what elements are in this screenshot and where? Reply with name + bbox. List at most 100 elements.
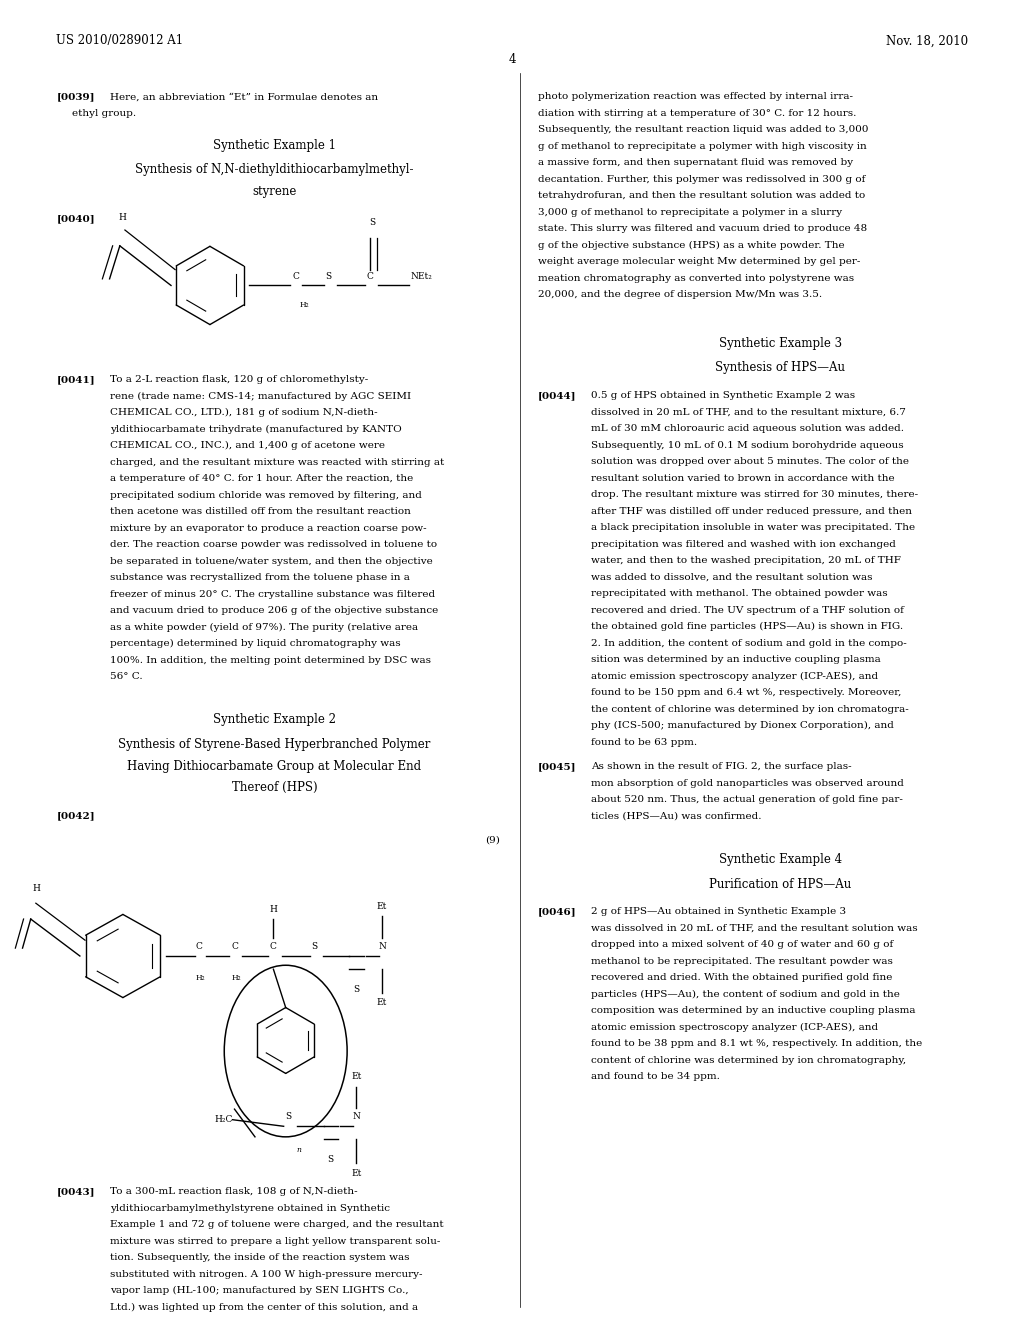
Text: a black precipitation insoluble in water was precipitated. The: a black precipitation insoluble in water… xyxy=(591,523,915,532)
Text: N: N xyxy=(352,1111,360,1121)
Text: S: S xyxy=(328,1155,334,1164)
Text: be separated in toluene/water system, and then the objective: be separated in toluene/water system, an… xyxy=(110,557,432,566)
Text: photo polymerization reaction was effected by internal irra-: photo polymerization reaction was effect… xyxy=(538,92,853,102)
Text: H₂: H₂ xyxy=(196,974,206,982)
Text: Synthesis of Styrene-Based Hyperbranched Polymer: Synthesis of Styrene-Based Hyperbranched… xyxy=(118,738,431,751)
Text: Et: Et xyxy=(377,902,387,911)
Text: after THF was distilled off under reduced pressure, and then: after THF was distilled off under reduce… xyxy=(591,507,911,516)
Text: n: n xyxy=(297,1146,301,1154)
Text: 3,000 g of methanol to reprecipitate a polymer in a slurry: 3,000 g of methanol to reprecipitate a p… xyxy=(538,207,842,216)
Text: Nov. 18, 2010: Nov. 18, 2010 xyxy=(886,34,968,48)
Text: 20,000, and the degree of dispersion Mw/Mn was 3.5.: 20,000, and the degree of dispersion Mw/… xyxy=(538,290,821,300)
Text: H: H xyxy=(269,904,278,913)
Text: Synthesis of N,N-diethyldithiocarbamylmethyl-: Synthesis of N,N-diethyldithiocarbamylme… xyxy=(135,164,414,177)
Text: Et: Et xyxy=(351,1072,361,1081)
Text: C: C xyxy=(270,941,276,950)
Text: methanol to be reprecipitated. The resultant powder was: methanol to be reprecipitated. The resul… xyxy=(591,957,893,966)
Text: dissolved in 20 mL of THF, and to the resultant mixture, 6.7: dissolved in 20 mL of THF, and to the re… xyxy=(591,408,905,417)
Text: C: C xyxy=(196,941,202,950)
Text: content of chlorine was determined by ion chromatography,: content of chlorine was determined by io… xyxy=(591,1056,906,1065)
Text: mixture by an evaporator to produce a reaction coarse pow-: mixture by an evaporator to produce a re… xyxy=(110,524,426,533)
Text: C: C xyxy=(231,941,238,950)
Text: [0046]: [0046] xyxy=(538,907,577,916)
Text: (9): (9) xyxy=(484,836,500,845)
Text: To a 2-L reaction flask, 120 g of chloromethylsty-: To a 2-L reaction flask, 120 g of chloro… xyxy=(110,375,368,384)
Text: water, and then to the washed precipitation, 20 mL of THF: water, and then to the washed precipitat… xyxy=(591,556,901,565)
Text: [0040]: [0040] xyxy=(56,214,95,223)
Text: Synthetic Example 1: Synthetic Example 1 xyxy=(213,139,336,152)
Text: g of the objective substance (HPS) as a white powder. The: g of the objective substance (HPS) as a … xyxy=(538,240,844,249)
Text: [0042]: [0042] xyxy=(56,810,95,820)
Text: Thereof (HPS): Thereof (HPS) xyxy=(231,781,317,795)
Text: precipitation was filtered and washed with ion exchanged: precipitation was filtered and washed wi… xyxy=(591,540,896,549)
Text: Subsequently, 10 mL of 0.1 M sodium borohydride aqueous: Subsequently, 10 mL of 0.1 M sodium boro… xyxy=(591,441,903,450)
Text: substituted with nitrogen. A 100 W high-pressure mercury-: substituted with nitrogen. A 100 W high-… xyxy=(110,1270,422,1279)
Text: H: H xyxy=(119,213,127,222)
Text: was dissolved in 20 mL of THF, and the resultant solution was: was dissolved in 20 mL of THF, and the r… xyxy=(591,924,918,933)
Text: styrene: styrene xyxy=(252,185,297,198)
Text: resultant solution varied to brown in accordance with the: resultant solution varied to brown in ac… xyxy=(591,474,895,483)
Text: mon absorption of gold nanoparticles was observed around: mon absorption of gold nanoparticles was… xyxy=(591,779,904,788)
Text: the content of chlorine was determined by ion chromatogra-: the content of chlorine was determined b… xyxy=(591,705,908,714)
Text: atomic emission spectroscopy analyzer (ICP-AES), and: atomic emission spectroscopy analyzer (I… xyxy=(591,672,878,681)
Text: composition was determined by an inductive coupling plasma: composition was determined by an inducti… xyxy=(591,1006,915,1015)
Text: S: S xyxy=(311,941,317,950)
Text: [0045]: [0045] xyxy=(538,762,577,771)
Text: Synthesis of HPS—Au: Synthesis of HPS—Au xyxy=(716,362,845,375)
Text: CHEMICAL CO., LTD.), 181 g of sodium N,N-dieth-: CHEMICAL CO., LTD.), 181 g of sodium N,N… xyxy=(110,408,377,417)
Text: yldithiocarbamylmethylstyrene obtained in Synthetic: yldithiocarbamylmethylstyrene obtained i… xyxy=(110,1204,389,1213)
Text: [0043]: [0043] xyxy=(56,1187,95,1196)
Text: Et: Et xyxy=(351,1168,361,1177)
Text: tetrahydrofuran, and then the resultant solution was added to: tetrahydrofuran, and then the resultant … xyxy=(538,191,865,201)
Text: 100%. In addition, the melting point determined by DSC was: 100%. In addition, the melting point det… xyxy=(110,656,430,665)
Text: g of methanol to reprecipitate a polymer with high viscosity in: g of methanol to reprecipitate a polymer… xyxy=(538,141,866,150)
Text: 4: 4 xyxy=(508,53,516,66)
Text: Synthetic Example 4: Synthetic Example 4 xyxy=(719,853,842,866)
Text: C: C xyxy=(293,272,300,281)
Text: 2. In addition, the content of sodium and gold in the compo-: 2. In addition, the content of sodium an… xyxy=(591,639,906,648)
Text: dropped into a mixed solvent of 40 g of water and 60 g of: dropped into a mixed solvent of 40 g of … xyxy=(591,940,893,949)
Text: H₂: H₂ xyxy=(231,974,242,982)
Text: particles (HPS—Au), the content of sodium and gold in the: particles (HPS—Au), the content of sodiu… xyxy=(591,990,900,999)
Text: charged, and the resultant mixture was reacted with stirring at: charged, and the resultant mixture was r… xyxy=(110,458,443,467)
Text: [0044]: [0044] xyxy=(538,391,577,400)
Text: phy (ICS-500; manufactured by Dionex Corporation), and: phy (ICS-500; manufactured by Dionex Cor… xyxy=(591,721,894,730)
Text: ticles (HPS—Au) was confirmed.: ticles (HPS—Au) was confirmed. xyxy=(591,812,762,821)
Text: percentage) determined by liquid chromatography was: percentage) determined by liquid chromat… xyxy=(110,639,400,648)
Text: rene (trade name: CMS-14; manufactured by AGC SEIMI: rene (trade name: CMS-14; manufactured b… xyxy=(110,392,411,401)
Text: [0039]: [0039] xyxy=(56,92,95,102)
Text: recovered and dried. The UV spectrum of a THF solution of: recovered and dried. The UV spectrum of … xyxy=(591,606,904,615)
Text: recovered and dried. With the obtained purified gold fine: recovered and dried. With the obtained p… xyxy=(591,973,892,982)
Text: Synthetic Example 3: Synthetic Example 3 xyxy=(719,337,842,350)
Text: H₂: H₂ xyxy=(300,301,309,309)
Text: S: S xyxy=(370,218,376,227)
Text: US 2010/0289012 A1: US 2010/0289012 A1 xyxy=(56,34,183,48)
Text: 56° C.: 56° C. xyxy=(110,672,142,681)
Text: S: S xyxy=(326,272,332,281)
Text: precipitated sodium chloride was removed by filtering, and: precipitated sodium chloride was removed… xyxy=(110,491,422,500)
Text: a massive form, and then supernatant fluid was removed by: a massive form, and then supernatant flu… xyxy=(538,158,853,168)
Text: vapor lamp (HL-100; manufactured by SEN LIGHTS Co.,: vapor lamp (HL-100; manufactured by SEN … xyxy=(110,1286,409,1295)
Text: solution was dropped over about 5 minutes. The color of the: solution was dropped over about 5 minute… xyxy=(591,457,909,466)
Text: found to be 150 ppm and 6.4 wt %, respectively. Moreover,: found to be 150 ppm and 6.4 wt %, respec… xyxy=(591,688,901,697)
Text: To a 300-mL reaction flask, 108 g of N,N-dieth-: To a 300-mL reaction flask, 108 g of N,N… xyxy=(110,1187,357,1196)
Text: S: S xyxy=(353,985,359,994)
Text: substance was recrystallized from the toluene phase in a: substance was recrystallized from the to… xyxy=(110,573,410,582)
Text: mL of 30 mM chloroauric acid aqueous solution was added.: mL of 30 mM chloroauric acid aqueous sol… xyxy=(591,424,904,433)
Text: Synthetic Example 2: Synthetic Example 2 xyxy=(213,713,336,726)
Text: S: S xyxy=(286,1111,292,1121)
Text: mixture was stirred to prepare a light yellow transparent solu-: mixture was stirred to prepare a light y… xyxy=(110,1237,440,1246)
Text: yldithiocarbamate trihydrate (manufactured by KANTO: yldithiocarbamate trihydrate (manufactur… xyxy=(110,425,401,434)
Text: 2 g of HPS—Au obtained in Synthetic Example 3: 2 g of HPS—Au obtained in Synthetic Exam… xyxy=(591,907,846,916)
Text: Ltd.) was lighted up from the center of this solution, and a: Ltd.) was lighted up from the center of … xyxy=(110,1303,418,1312)
Text: about 520 nm. Thus, the actual generation of gold fine par-: about 520 nm. Thus, the actual generatio… xyxy=(591,795,903,804)
Text: was added to dissolve, and the resultant solution was: was added to dissolve, and the resultant… xyxy=(591,573,872,582)
Text: reprecipitated with methanol. The obtained powder was: reprecipitated with methanol. The obtain… xyxy=(591,589,888,598)
Text: atomic emission spectroscopy analyzer (ICP-AES), and: atomic emission spectroscopy analyzer (I… xyxy=(591,1023,878,1032)
Text: Example 1 and 72 g of toluene were charged, and the resultant: Example 1 and 72 g of toluene were charg… xyxy=(110,1220,443,1229)
Text: diation with stirring at a temperature of 30° C. for 12 hours.: diation with stirring at a temperature o… xyxy=(538,108,856,117)
Text: N: N xyxy=(378,941,386,950)
Text: Here, an abbreviation “Et” in Formulae denotes an: Here, an abbreviation “Et” in Formulae d… xyxy=(110,92,378,102)
Text: [0041]: [0041] xyxy=(56,375,95,384)
Text: decantation. Further, this polymer was redissolved in 300 g of: decantation. Further, this polymer was r… xyxy=(538,174,865,183)
